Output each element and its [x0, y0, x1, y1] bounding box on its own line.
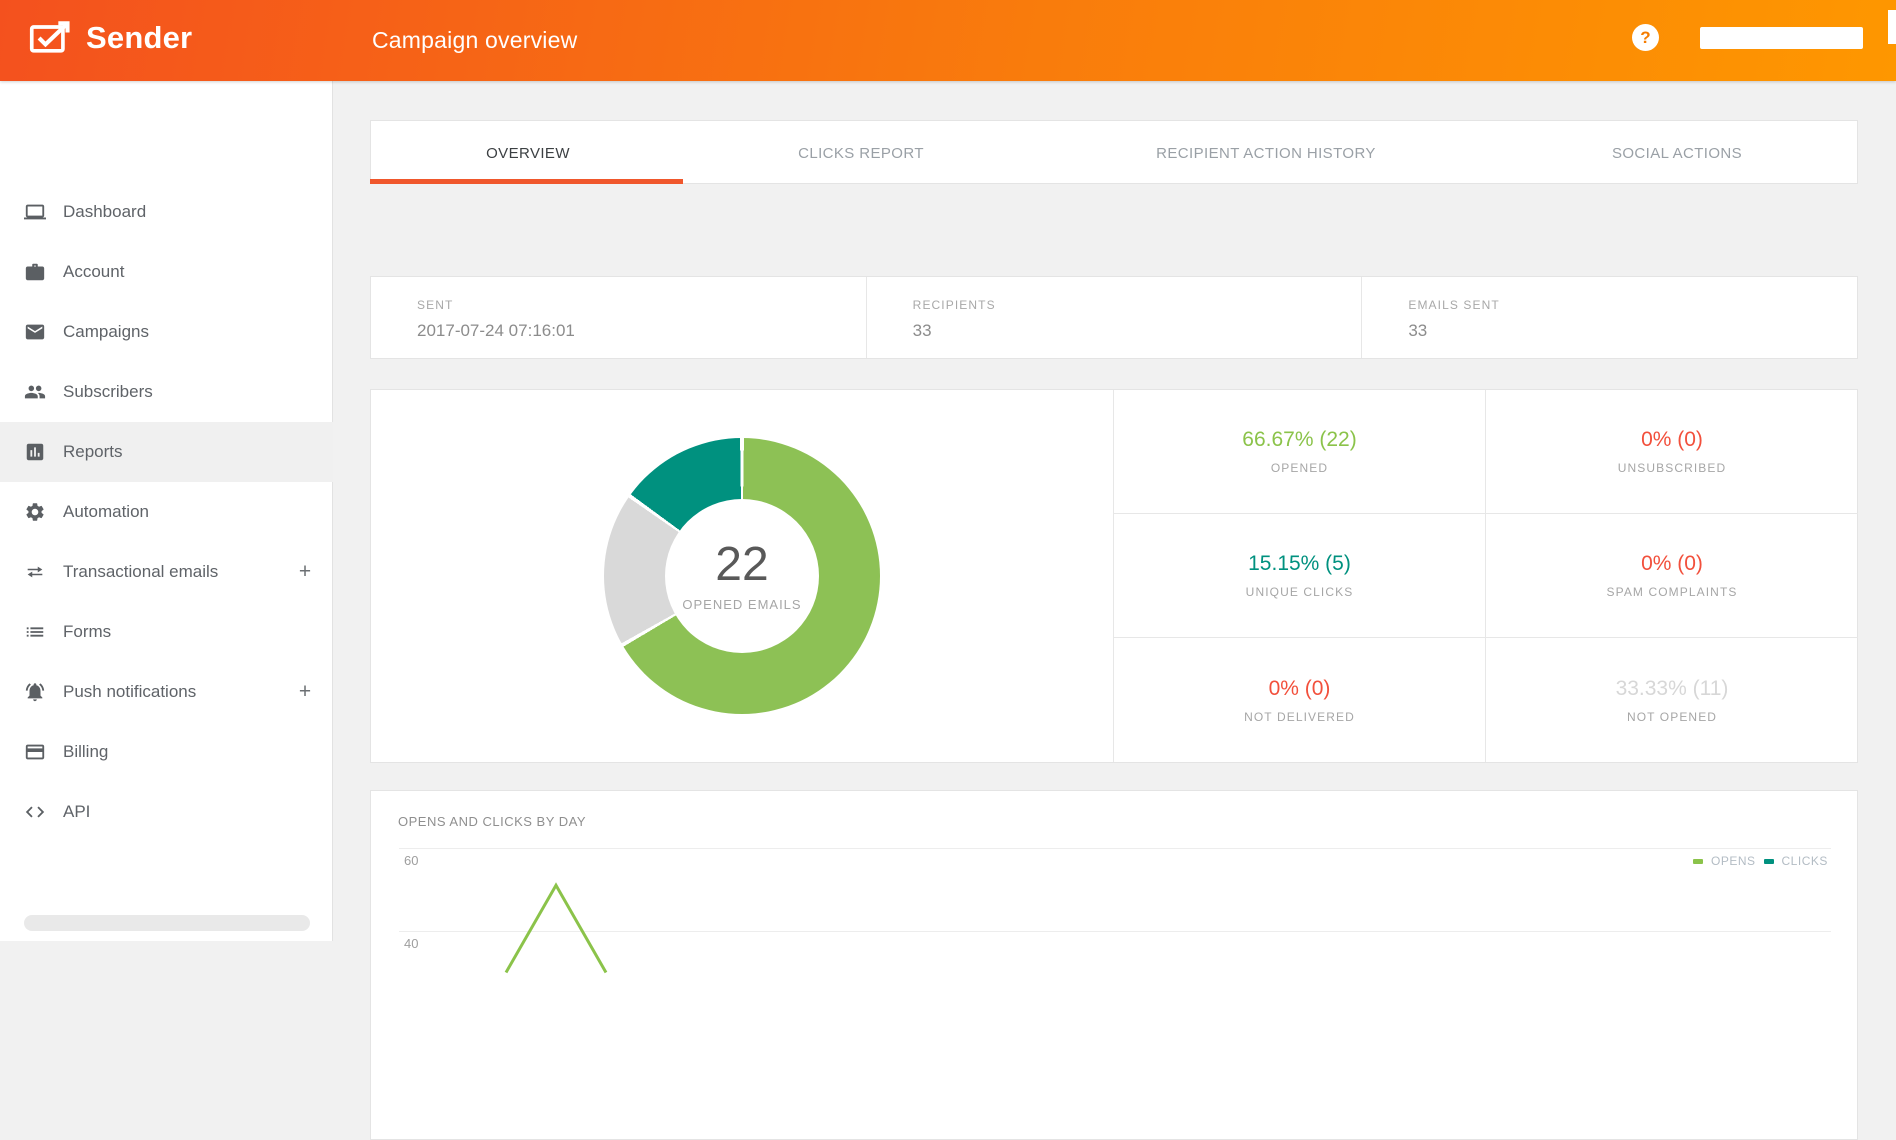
opens-clicks-chart-panel: OPENS AND CLICKS BY DAY 60 40 OPENS CLIC…: [370, 790, 1858, 1140]
expand-plus-icon[interactable]: +: [298, 560, 312, 583]
briefcase-icon: [24, 261, 46, 283]
sidebar-item-campaigns[interactable]: Campaigns: [0, 302, 333, 362]
sidebar-item-automation[interactable]: Automation: [0, 482, 333, 542]
sidebar-item-forms[interactable]: Forms: [0, 602, 333, 662]
laptop-icon: [24, 201, 46, 223]
page-title: Campaign overview: [372, 27, 578, 53]
donut-center-value: 22: [715, 538, 769, 592]
opens-legend-label: OPENS: [1711, 854, 1756, 868]
active-tab-underline: [370, 179, 683, 184]
account-menu-pill[interactable]: [1700, 27, 1863, 49]
sidebar-collapsed-bar[interactable]: [24, 915, 310, 931]
tab-clicks-report[interactable]: CLICKS REPORT: [798, 144, 924, 162]
tab-overview[interactable]: OVERVIEW: [486, 144, 570, 162]
gear-icon: [24, 501, 46, 523]
report-tabs: OVERVIEW CLICKS REPORT RECIPIENT ACTION …: [370, 120, 1858, 184]
metric-not-delivered: 0% (0) NOT DELIVERED: [1114, 638, 1486, 762]
opens-legend-swatch: [1693, 858, 1703, 864]
chart-title: OPENS AND CLICKS BY DAY: [398, 814, 587, 829]
app-name: Sender: [86, 20, 193, 55]
cut-off-element: [1888, 10, 1896, 44]
expand-plus-icon[interactable]: +: [298, 680, 312, 703]
app-header: Sender Campaign overview ?: [0, 0, 1896, 81]
gridline-40: [399, 931, 1831, 932]
clicks-legend-swatch: [1763, 858, 1774, 864]
envelope-icon: [24, 321, 46, 343]
sidebar-item-subscribers[interactable]: Subscribers: [0, 362, 333, 422]
summary-emails-sent: EMAILS SENT 33: [1408, 298, 1500, 340]
campaign-summary-row: SENT 2017-07-24 07:16:01 RECIPIENTS 33 E…: [370, 276, 1858, 359]
sender-logo[interactable]: Sender: [29, 18, 192, 58]
chart-legend: OPENS CLICKS: [1693, 854, 1828, 868]
sidebar-item-api[interactable]: API: [0, 782, 333, 842]
y-tick-60: 60: [404, 853, 419, 868]
sidebar-item-push-notifications[interactable]: Push notifications +: [0, 662, 333, 722]
metric-not-opened: 33.33% (11) NOT OPENED: [1615, 676, 1729, 724]
list-icon: [24, 621, 46, 643]
clicks-legend-label: CLICKS: [1781, 854, 1828, 868]
help-button[interactable]: ?: [1632, 24, 1659, 51]
envelope-arrow-logo-icon: [29, 18, 73, 58]
sidebar-nav: Dashboard Account Campaigns Subscribers …: [0, 81, 333, 941]
recipients-count: 33: [912, 321, 932, 340]
compare-arrows-icon: [24, 561, 46, 583]
sidebar-item-reports[interactable]: Reports: [0, 422, 333, 482]
gridline-60: [399, 848, 1831, 849]
metric-spam-complaints: 0% (0) SPAM COMPLAINTS: [1486, 514, 1858, 638]
sent-datetime: 2017-07-24 07:16:01: [417, 321, 575, 340]
tab-social-actions[interactable]: SOCIAL ACTIONS: [1611, 144, 1743, 162]
metric-opened: 66.67% (22) OPENED: [1114, 390, 1486, 514]
code-icon: [24, 801, 46, 823]
people-icon: [24, 381, 46, 403]
metrics-grid: 66.67% (22) OPENED 0% (0) UNSUBSCRIBED 1…: [1114, 390, 1858, 762]
summary-recipients: RECIPIENTS 33: [867, 277, 1363, 358]
emails-sent-count: 33: [1408, 321, 1428, 340]
donut-center-label: OPENED EMAILS: [682, 596, 802, 612]
bell-icon: [24, 681, 46, 703]
donut-chart: 22 OPENED EMAILS: [604, 438, 880, 714]
tab-recipient-action-history[interactable]: RECIPIENT ACTION HISTORY: [1156, 144, 1376, 162]
metric-unsubscribed: 0% (0) UNSUBSCRIBED: [1486, 390, 1858, 514]
overview-stats-panel: 22 OPENED EMAILS 66.67% (22) OPENED 0% (…: [370, 389, 1858, 763]
bar-chart-icon: [24, 441, 46, 463]
metric-unique-clicks: 15.15% (5) UNIQUE CLICKS: [1114, 514, 1486, 638]
sidebar-item-billing[interactable]: Billing: [0, 722, 333, 782]
opened-emails-donut-section: 22 OPENED EMAILS: [371, 390, 1114, 762]
opens-line-chart: [504, 882, 608, 974]
credit-card-icon: [24, 741, 46, 763]
sidebar-item-account[interactable]: Account: [0, 242, 333, 302]
summary-sent: SENT 2017-07-24 07:16:01: [371, 277, 867, 358]
sidebar-item-dashboard[interactable]: Dashboard: [0, 182, 333, 242]
sidebar-item-transactional-emails[interactable]: Transactional emails +: [0, 542, 333, 602]
